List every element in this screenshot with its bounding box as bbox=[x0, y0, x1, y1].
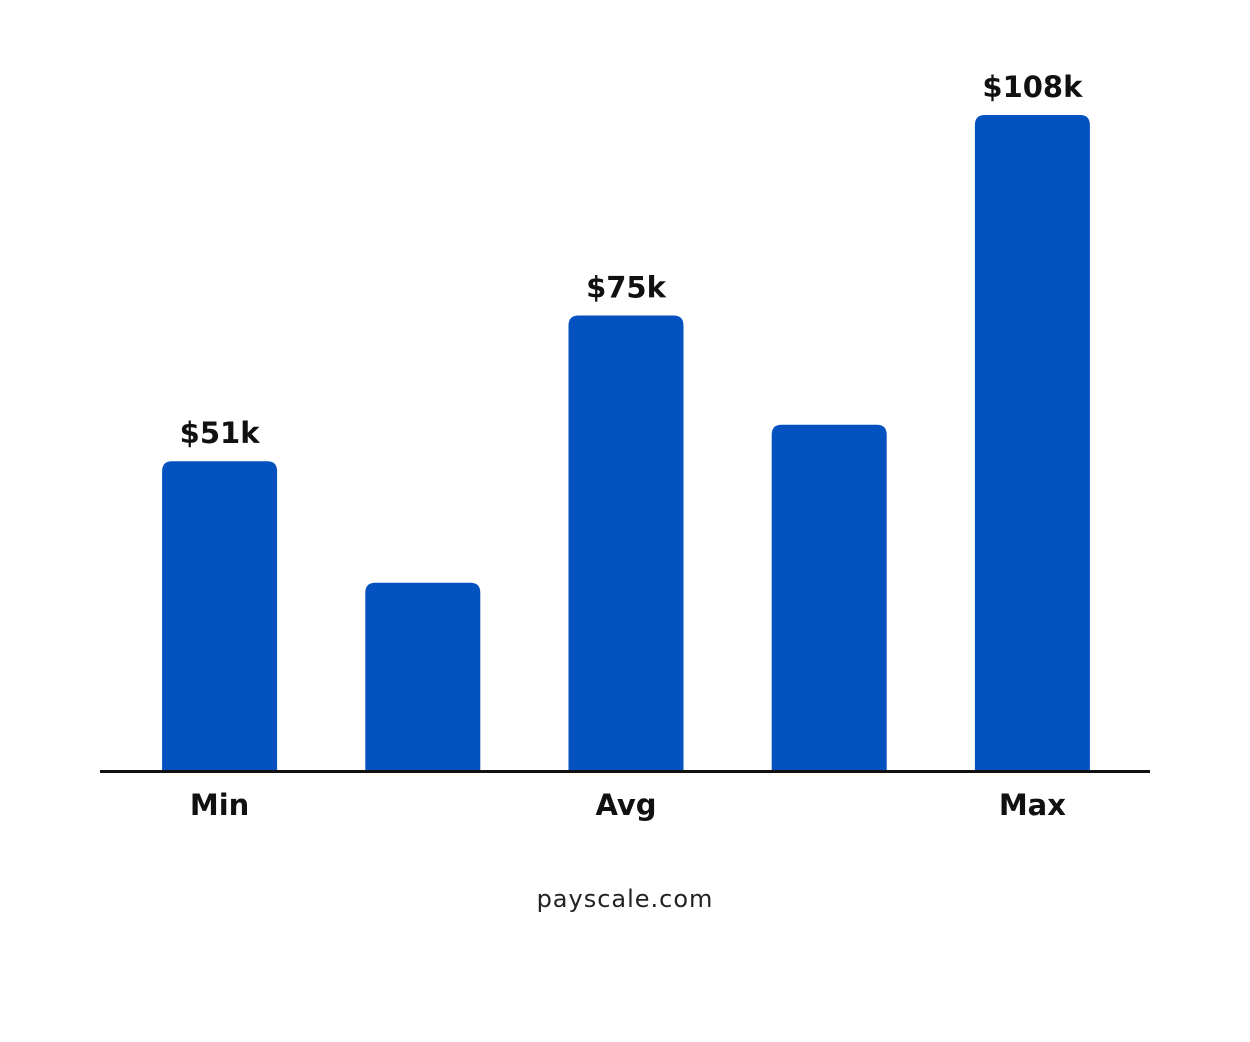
value-label: $75k bbox=[586, 270, 667, 304]
bar bbox=[974, 115, 1090, 771]
value-label: $108k bbox=[982, 70, 1083, 104]
x-tick-label: Avg bbox=[595, 788, 656, 822]
bar bbox=[365, 582, 481, 771]
bar bbox=[771, 424, 887, 771]
source-note: payscale.com bbox=[537, 885, 714, 913]
x-tick-label: Min bbox=[190, 788, 249, 822]
bar bbox=[568, 315, 684, 771]
bar bbox=[162, 461, 278, 771]
x-tick-label: Max bbox=[999, 788, 1066, 822]
value-label: $51k bbox=[180, 416, 261, 450]
